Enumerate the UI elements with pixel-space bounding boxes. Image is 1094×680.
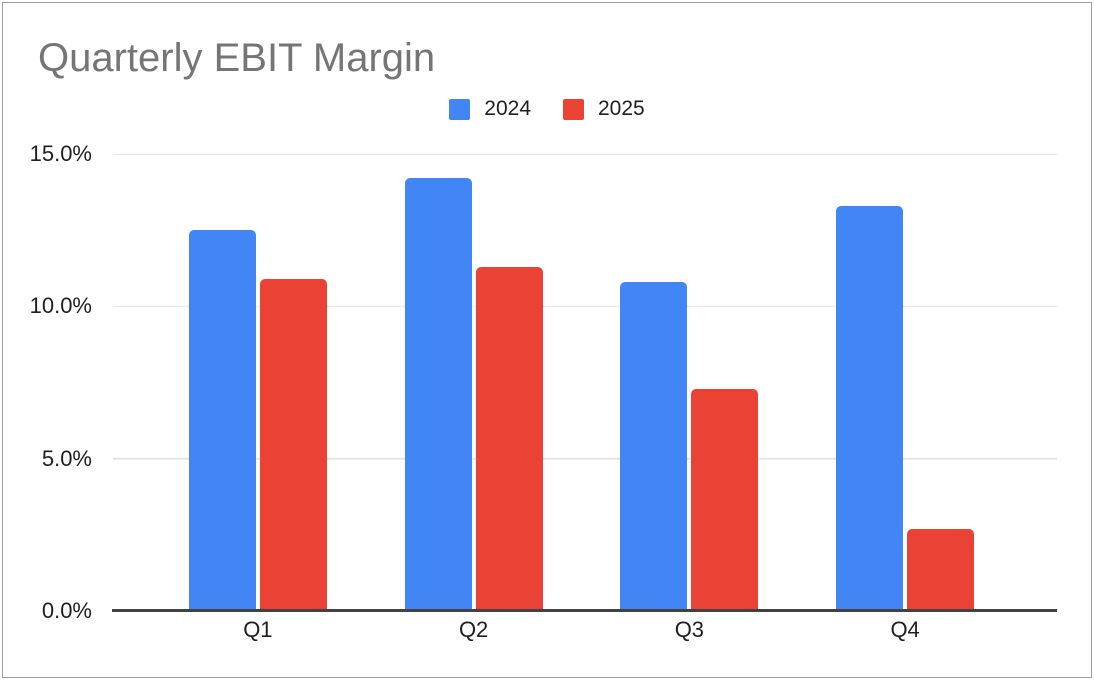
y-tick-label: 15.0% [29,141,92,166]
bar-2025-q3 [691,388,759,611]
x-tick-label-q2: Q2 [458,617,489,642]
legend-item-2024: 2024 [449,97,531,121]
x-axis-labels: Q1 Q2 Q3 Q4 [150,617,1013,643]
bar-group-q3 [582,154,798,611]
chart-title: Quarterly EBIT Margin [38,36,436,80]
bar-2024-q4 [836,205,904,611]
bar-groups [150,154,1013,611]
legend: 2024 2025 [0,97,1094,121]
legend-swatch-2025 [563,98,584,120]
y-tick-label: 0.0% [41,598,92,623]
gridline [113,153,1057,155]
bar-2024-q3 [620,281,688,611]
x-tick-label-q3: Q3 [674,617,705,642]
y-tick-label: 10.0% [29,293,92,319]
legend-swatch-2024 [449,98,471,120]
bar-2025-q1 [259,278,327,611]
x-axis-line [112,609,1057,612]
bar-2024-q2 [404,178,472,611]
bar-2024-q1 [188,230,256,611]
gridline [113,305,1057,308]
y-tick-label: 5.0% [41,445,92,471]
x-tick-label-q1: Q1 [243,617,273,642]
bar-group-q4 [797,154,1013,611]
plot-area [112,153,1057,612]
bar-group-q2 [366,154,582,611]
legend-label: 2025 [598,97,645,120]
legend-label: 2024 [484,97,531,120]
bar-group-q1 [150,154,366,611]
legend-item-2025: 2025 [563,97,645,121]
bar-2025-q2 [475,266,543,611]
x-tick-label-q4: Q4 [890,617,920,642]
gridline [113,457,1057,460]
bar-2025-q4 [907,528,975,611]
